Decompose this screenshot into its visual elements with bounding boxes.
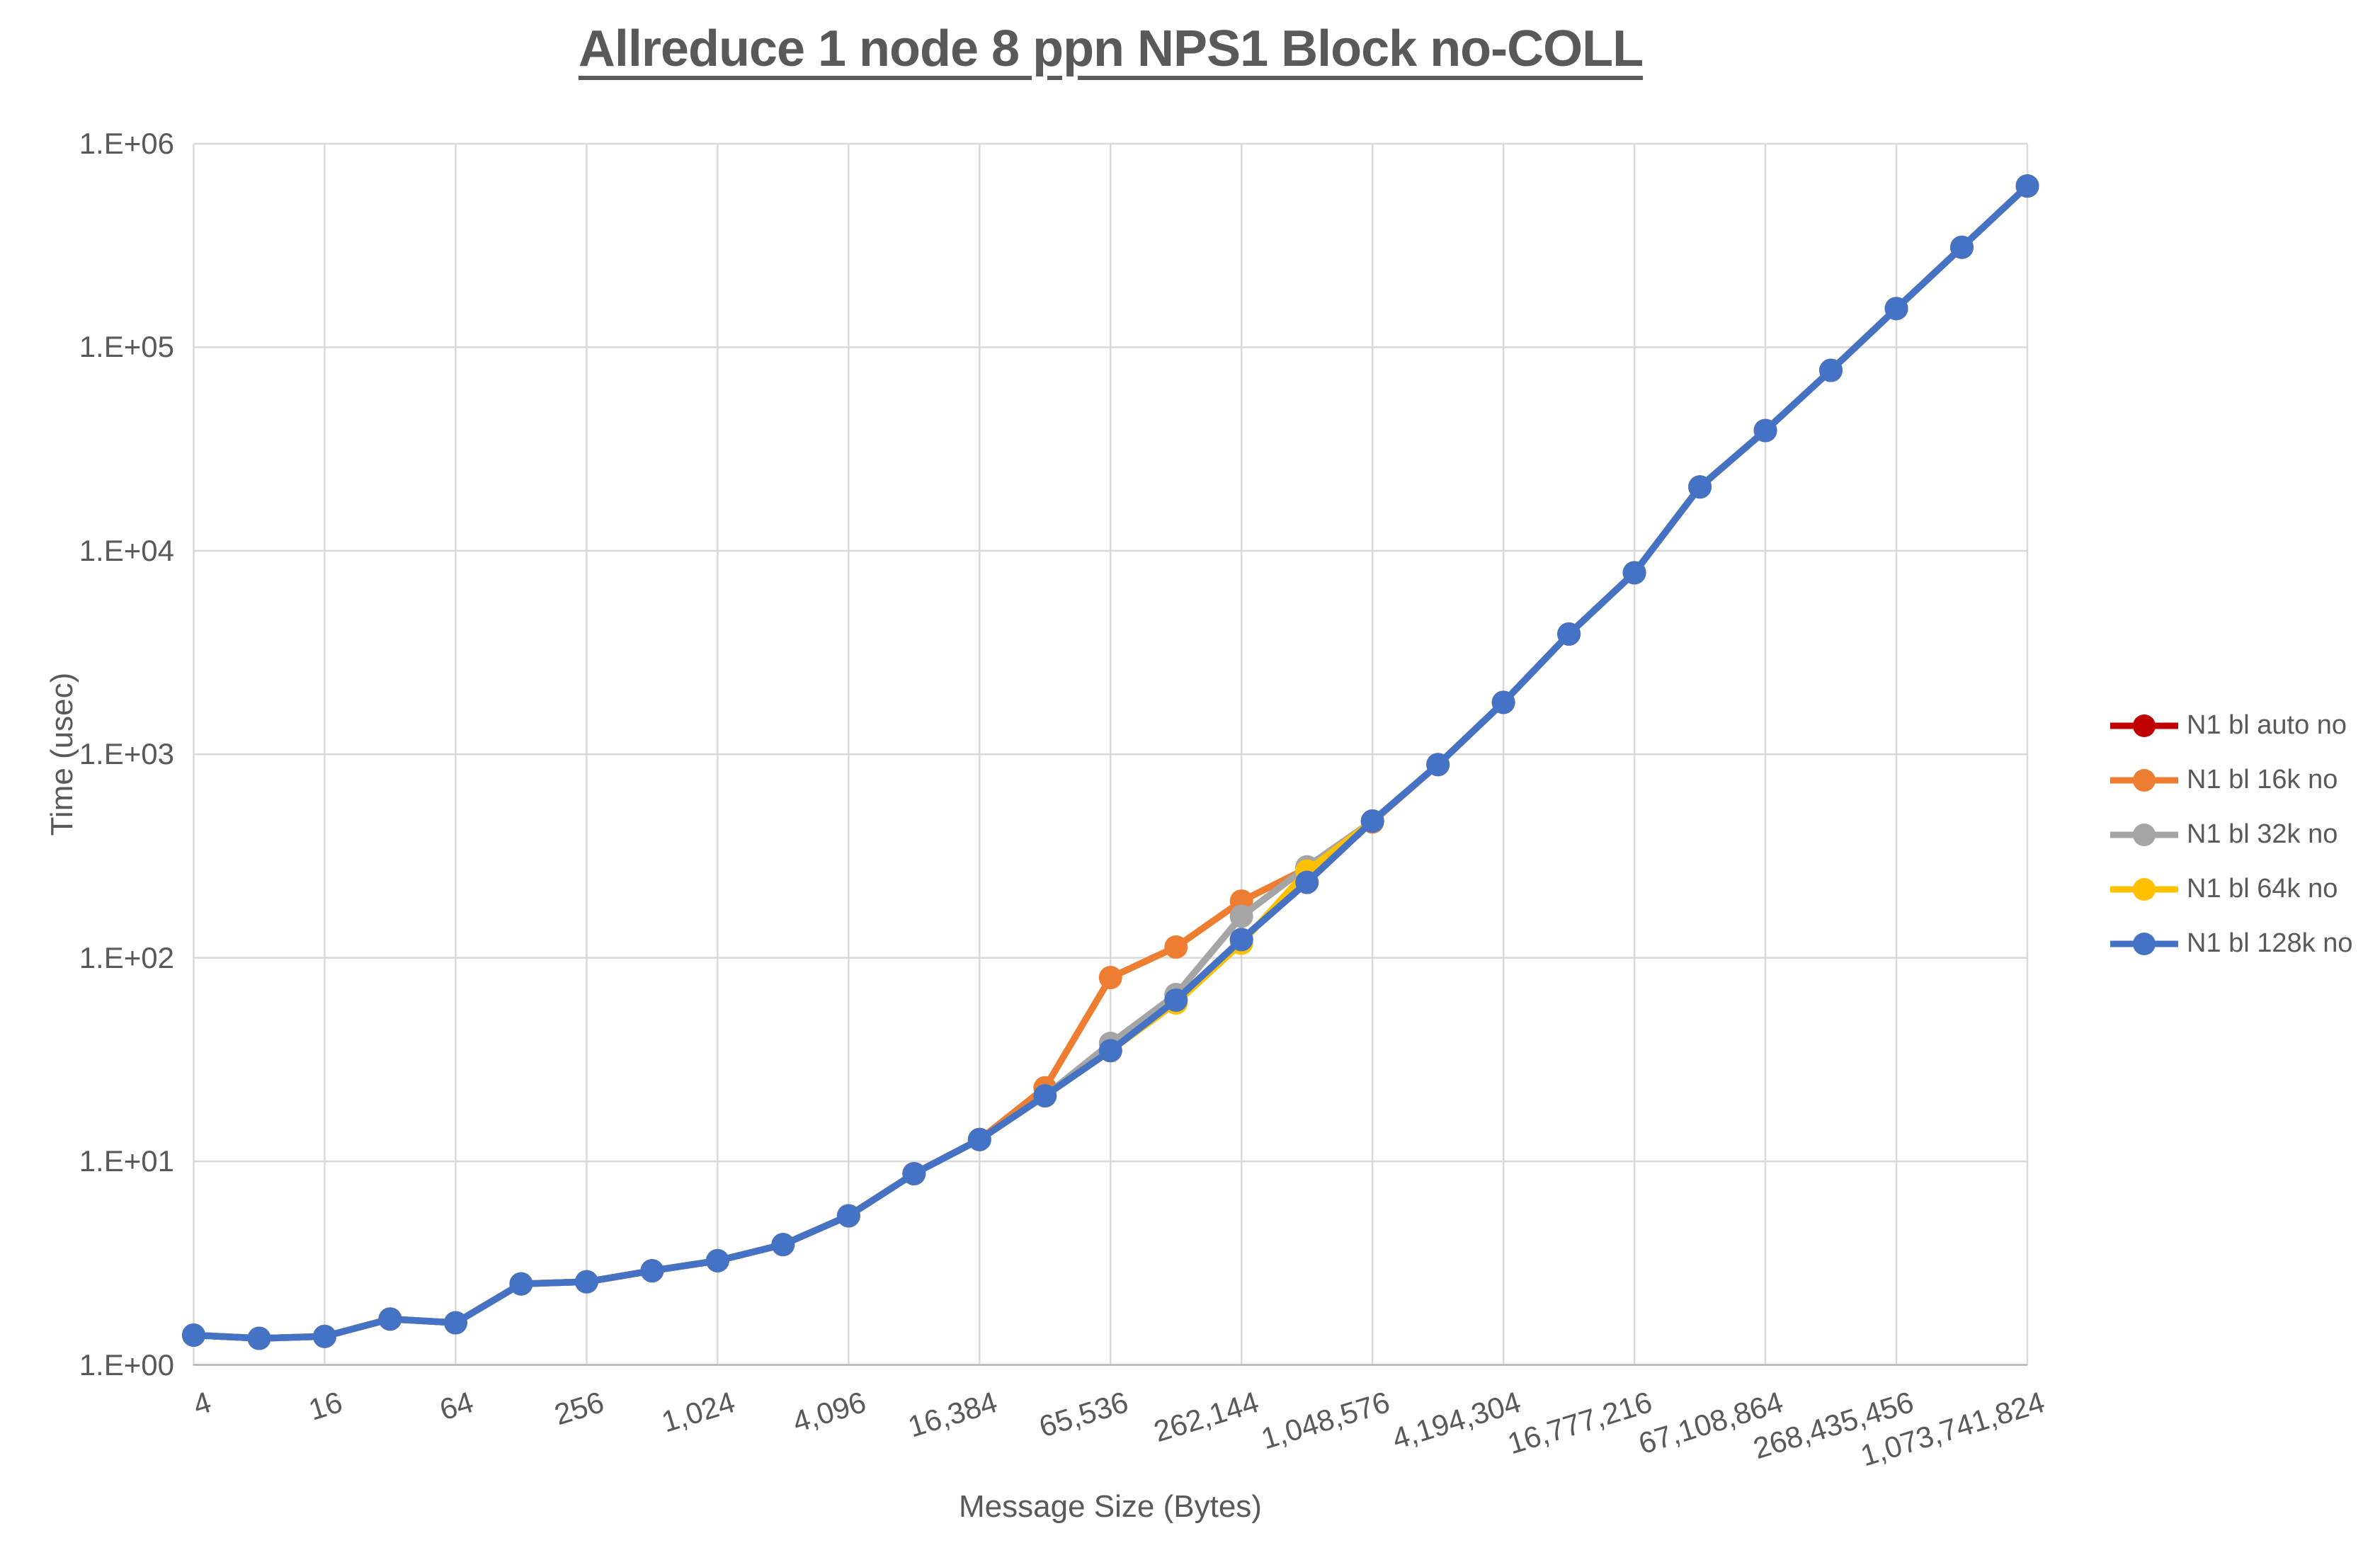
data-point bbox=[1229, 904, 1253, 928]
x-axis-title: Message Size (Bytes) bbox=[959, 1489, 1262, 1524]
legend-marker-icon bbox=[2110, 932, 2178, 955]
data-point bbox=[1753, 418, 1777, 443]
y-axis-tick-label: 1.E+05 bbox=[79, 330, 174, 364]
legend-item-n1-bl-auto-no: N1 bl auto no bbox=[2109, 698, 2353, 753]
legend-item-n1-bl-32k-no: N1 bl 32k no bbox=[2109, 807, 2353, 862]
legend-marker-icon bbox=[2110, 714, 2178, 737]
data-point bbox=[967, 1127, 991, 1151]
data-point bbox=[2015, 174, 2039, 198]
y-axis-tick-label: 1.E+01 bbox=[79, 1144, 174, 1178]
legend-marker-icon bbox=[2110, 877, 2178, 901]
legend-marker-icon bbox=[2110, 823, 2178, 846]
legend: N1 bl auto no N1 bl 16k no N1 bl 32k no N1 … bbox=[2109, 698, 2353, 971]
data-point bbox=[443, 1311, 467, 1335]
data-point bbox=[705, 1248, 729, 1272]
data-point bbox=[1164, 988, 1188, 1012]
legend-item-n1-bl-128k-no: N1 bl 128k no bbox=[2109, 916, 2353, 971]
legend-dot-sample bbox=[2133, 768, 2156, 792]
data-point bbox=[1950, 235, 1974, 259]
data-point bbox=[836, 1204, 860, 1228]
data-point bbox=[1491, 690, 1515, 714]
data-point bbox=[1819, 358, 1843, 382]
y-axis-title: Time (usec) bbox=[45, 672, 79, 836]
data-point bbox=[1360, 809, 1384, 833]
legend-dot-sample bbox=[2133, 714, 2156, 737]
data-point bbox=[1622, 561, 1646, 585]
data-point bbox=[574, 1270, 598, 1294]
data-point bbox=[902, 1161, 926, 1185]
data-point bbox=[182, 1323, 205, 1348]
y-axis-tick-label: 1.E+02 bbox=[79, 940, 174, 974]
legend-dot-sample bbox=[2133, 823, 2156, 846]
legend-item-n1-bl-64k-no: N1 bl 64k no bbox=[2109, 862, 2353, 916]
chart-title: Allreduce 1 node 8 ppn NPS1 Block no-COL… bbox=[194, 20, 2027, 78]
data-point bbox=[312, 1324, 336, 1348]
chart-title-text: Allreduce 1 node 8 ppn NPS1 Block no-COL… bbox=[578, 21, 1644, 77]
data-point bbox=[771, 1233, 795, 1257]
data-point bbox=[1098, 966, 1122, 990]
data-point bbox=[1426, 753, 1450, 777]
legend-item-n1-bl-16k-no: N1 bl 16k no bbox=[2109, 753, 2353, 807]
legend-label: N1 bl 16k no bbox=[2187, 765, 2338, 794]
data-point bbox=[247, 1326, 271, 1350]
data-point bbox=[1557, 622, 1581, 646]
data-point bbox=[1229, 928, 1253, 952]
y-axis-tick-label: 1.E+03 bbox=[79, 737, 174, 771]
y-axis-tick-label: 1.E+06 bbox=[79, 127, 174, 160]
legend-dot-sample bbox=[2133, 877, 2156, 901]
y-axis-tick-label: 1.E+00 bbox=[79, 1348, 174, 1382]
data-point bbox=[640, 1259, 664, 1283]
legend-label: N1 bl 128k no bbox=[2187, 928, 2353, 958]
y-axis-tick-label: 1.E+04 bbox=[79, 533, 174, 567]
data-point bbox=[1164, 935, 1188, 959]
data-point bbox=[1033, 1083, 1057, 1107]
data-point bbox=[509, 1272, 533, 1296]
legend-marker-icon bbox=[2110, 768, 2178, 792]
data-point bbox=[378, 1307, 402, 1331]
legend-label: N1 bl 64k no bbox=[2187, 874, 2338, 904]
legend-label: N1 bl auto no bbox=[2187, 710, 2347, 740]
legend-dot-sample bbox=[2133, 932, 2156, 955]
data-point bbox=[1098, 1039, 1122, 1063]
data-point bbox=[1295, 870, 1319, 894]
data-point bbox=[1884, 297, 1908, 321]
data-point bbox=[1688, 475, 1712, 499]
legend-label: N1 bl 32k no bbox=[2187, 819, 2338, 849]
